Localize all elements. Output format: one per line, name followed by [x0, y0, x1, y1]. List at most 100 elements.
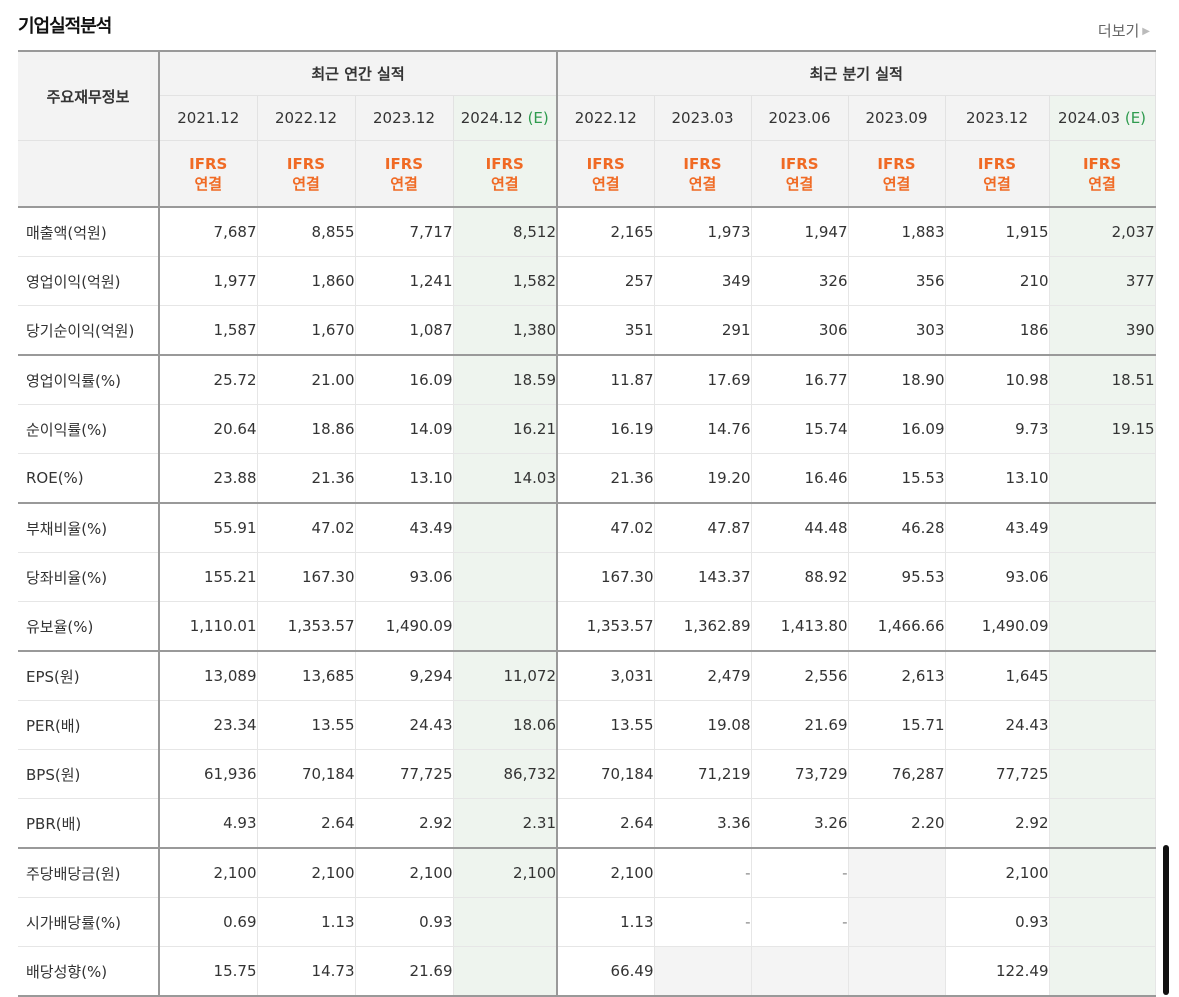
value-cell: 2,037 — [1049, 207, 1156, 257]
period-label: 2023.03 — [671, 109, 734, 127]
row-label: 배당성향(%) — [18, 946, 160, 997]
value-cell: 0.93 — [945, 897, 1050, 947]
quarter-header: 최근 분기 실적 — [557, 51, 1156, 96]
row-label: 당기순이익(억원) — [18, 305, 160, 356]
value-cell — [848, 897, 946, 947]
value-cell: 8,855 — [257, 207, 356, 257]
row-label: 영업이익(억원) — [18, 256, 160, 306]
value-cell: 1,587 — [159, 305, 258, 356]
period-label: 2021.12 — [177, 109, 240, 127]
value-cell: 24.43 — [355, 700, 454, 750]
value-cell: 21.00 — [257, 355, 356, 405]
ifrs-label: IFRS — [877, 154, 916, 173]
value-cell: 2,613 — [848, 651, 946, 701]
row-label: ROE(%) — [18, 453, 160, 504]
value-cell: 70,184 — [257, 749, 356, 799]
table-row: 시가배당률(%) 0.69 1.13 0.93 1.13- -0.93 — [18, 897, 1156, 947]
table-row: 영업이익률(%) 25.72 21.00 16.09 18.59 11.87 17.69 16… — [18, 355, 1156, 405]
period-header-6: 2023.06 — [751, 95, 849, 141]
value-cell — [1049, 946, 1156, 997]
value-cell: 2,100 — [257, 848, 356, 898]
value-cell: 186 — [945, 305, 1050, 356]
period-header-9: 2024.03 (E) — [1049, 95, 1156, 141]
value-cell: 24.43 — [945, 700, 1050, 750]
period-label: 2024.12 — [460, 109, 523, 127]
value-cell: 13.55 — [557, 700, 655, 750]
value-cell — [453, 946, 558, 997]
row-label: 유보율(%) — [18, 601, 160, 652]
table-row: PER(배) 23.34 13.55 24.43 18.06 13.55 19.08 21.6… — [18, 700, 1156, 750]
value-cell: 351 — [557, 305, 655, 356]
table-row: PBR(배) 4.93 2.64 2.92 2.31 2.64 3.36 3.26 2.20 2.… — [18, 798, 1156, 849]
ifrs-header-2: IFRS 연결 — [355, 140, 454, 208]
estimate-mark: (E) — [1124, 109, 1147, 127]
value-cell: 7,717 — [355, 207, 454, 257]
row-label: 당좌비율(%) — [18, 552, 160, 602]
value-cell — [1049, 453, 1156, 504]
value-cell — [453, 503, 558, 553]
value-cell: 326 — [751, 256, 849, 306]
value-cell: - — [751, 897, 849, 947]
value-cell — [1049, 897, 1156, 947]
value-cell: 21.69 — [751, 700, 849, 750]
value-cell: 55.91 — [159, 503, 258, 553]
row-label: PBR(배) — [18, 798, 160, 849]
value-cell: 19.15 — [1049, 404, 1156, 454]
ifrs-header-0: IFRS 연결 — [159, 140, 258, 208]
ifrs-header-8: IFRS 연결 — [945, 140, 1050, 208]
value-cell: 18.90 — [848, 355, 946, 405]
value-cell: 1,362.89 — [654, 601, 752, 652]
ifrs-row: IFRS 연결 IFRS 연결 IFRS 연결 IFRS 연결 IFRS 연결 IFRS 연결 IFRS… — [18, 140, 1156, 208]
row-label: 영업이익률(%) — [18, 355, 160, 405]
value-cell: 1,645 — [945, 651, 1050, 701]
value-cell: 23.34 — [159, 700, 258, 750]
chevron-right-icon: ▶ — [1142, 26, 1150, 37]
period-label: 2023.12 — [372, 109, 436, 127]
value-cell: 122.49 — [945, 946, 1050, 997]
value-cell: 10.98 — [945, 355, 1050, 405]
value-cell — [1049, 651, 1156, 701]
value-cell: 16.09 — [355, 355, 454, 405]
value-cell: 1.13 — [557, 897, 655, 947]
more-link[interactable]: 더보기 ▶ — [1098, 20, 1150, 41]
annual-header: 최근 연간 실적 — [159, 51, 558, 96]
table-row: 당기순이익(억원) 1,587 1,670 1,087 1,380 351 291 306 30… — [18, 305, 1156, 356]
value-cell: 17.69 — [654, 355, 752, 405]
period-header-5: 2023.03 — [654, 95, 752, 141]
value-cell: 1,087 — [355, 305, 454, 356]
value-cell: 13.55 — [257, 700, 356, 750]
value-cell — [453, 552, 558, 602]
value-cell: 14.09 — [355, 404, 454, 454]
value-cell: 43.49 — [355, 503, 454, 553]
period-label: 2022.12 — [574, 109, 637, 127]
ifrs-header-4: IFRS 연결 — [557, 140, 655, 208]
value-cell: 1,490.09 — [355, 601, 454, 652]
value-cell: 15.53 — [848, 453, 946, 504]
table-row: 영업이익(억원) 1,977 1,860 1,241 1,582 257 349 326 356… — [18, 256, 1156, 306]
ifrs-label: IFRS — [189, 154, 228, 173]
value-cell: 18.51 — [1049, 355, 1156, 405]
value-cell: 11.87 — [557, 355, 655, 405]
value-cell: 1,670 — [257, 305, 356, 356]
value-cell: 2,479 — [654, 651, 752, 701]
ifrs-label: IFRS — [485, 154, 524, 173]
value-cell: 2,100 — [945, 848, 1050, 898]
value-cell: 7,687 — [159, 207, 258, 257]
value-cell: 1,915 — [945, 207, 1050, 257]
header-label-cell: 주요재무정보 — [18, 51, 160, 141]
table-row: 순이익률(%) 20.64 18.86 14.09 16.21 16.19 14.76 15.… — [18, 404, 1156, 454]
ifrs-header-9: IFRS 연결 — [1049, 140, 1156, 208]
value-cell: 1,241 — [355, 256, 454, 306]
value-cell: 167.30 — [257, 552, 356, 602]
table-row: 배당성향(%) 15.75 14.73 21.69 66.49 122.49 — [18, 946, 1156, 997]
value-cell: 14.73 — [257, 946, 356, 997]
value-cell: - — [654, 848, 752, 898]
value-cell: 9.73 — [945, 404, 1050, 454]
value-cell: 93.06 — [355, 552, 454, 602]
scrollbar[interactable] — [1163, 845, 1169, 995]
consolidated-label: 연결 — [983, 174, 1011, 193]
value-cell: 291 — [654, 305, 752, 356]
table-row: 유보율(%) 1,110.01 1,353.57 1,490.09 1,353.57 1,… — [18, 601, 1156, 652]
ifrs-header-5: IFRS 연결 — [654, 140, 752, 208]
consolidated-label: 연결 — [194, 174, 223, 193]
